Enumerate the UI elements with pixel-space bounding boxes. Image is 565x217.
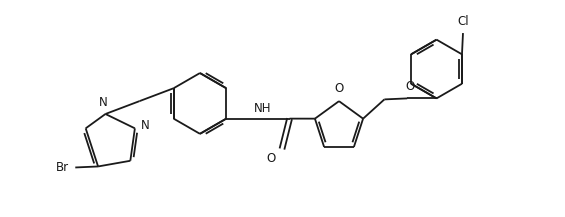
Text: N: N xyxy=(98,96,107,109)
Text: NH: NH xyxy=(254,102,272,115)
Text: O: O xyxy=(334,82,344,95)
Text: N: N xyxy=(141,119,150,132)
Text: O: O xyxy=(405,80,414,93)
Text: O: O xyxy=(267,151,276,164)
Text: Cl: Cl xyxy=(457,15,469,28)
Text: Br: Br xyxy=(56,161,69,174)
